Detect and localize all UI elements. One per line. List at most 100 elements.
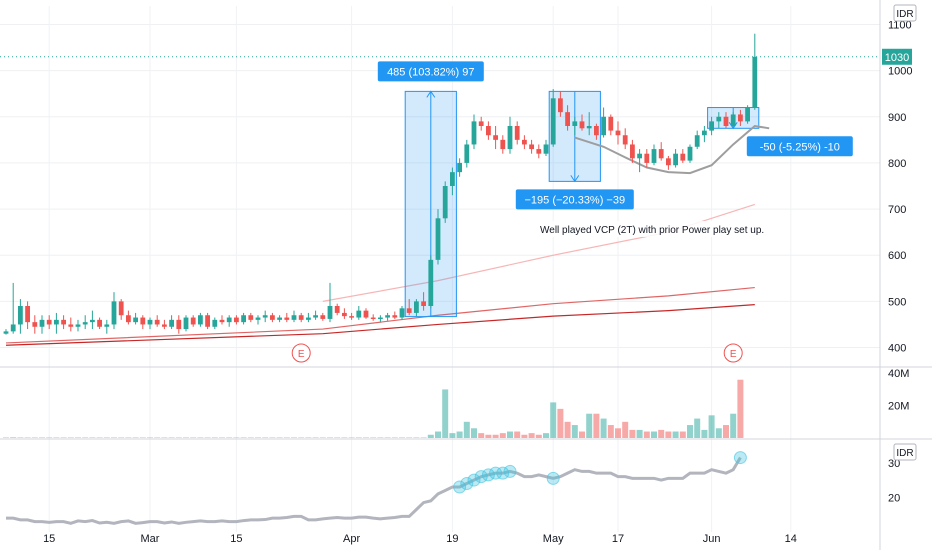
candle-body xyxy=(414,301,419,313)
volume-bar xyxy=(557,409,563,438)
candle-body xyxy=(695,135,700,147)
candle-body xyxy=(493,135,498,140)
moving-average-line xyxy=(323,204,755,301)
candle-body xyxy=(472,121,477,144)
candle-body xyxy=(601,117,606,135)
candle-body xyxy=(464,144,469,162)
x-tick-label: Apr xyxy=(343,533,360,545)
candle-body xyxy=(320,315,325,319)
candle-body xyxy=(724,117,729,126)
candle xyxy=(335,304,340,316)
candle-body xyxy=(378,318,383,320)
candle-body xyxy=(76,324,81,326)
candle xyxy=(270,313,275,322)
x-tick-label: Mar xyxy=(141,533,160,545)
volume-bar xyxy=(716,428,722,438)
volume-tick-label: 20M xyxy=(888,401,909,413)
candle-body xyxy=(644,154,649,163)
candle xyxy=(659,142,664,160)
candle-body xyxy=(565,112,570,126)
candle-body xyxy=(515,126,520,140)
candle-body xyxy=(443,186,448,218)
candle-body xyxy=(522,140,527,145)
volume-bar xyxy=(723,425,729,438)
price-tick-label: 400 xyxy=(888,343,906,355)
candle-body xyxy=(284,318,289,320)
candle xyxy=(371,314,376,320)
candle-body xyxy=(220,320,225,322)
candle-body xyxy=(385,315,390,317)
candle-body xyxy=(83,322,88,324)
volume-bar xyxy=(615,428,621,438)
candle-body xyxy=(299,315,304,320)
candle xyxy=(54,313,59,334)
candle xyxy=(32,315,37,333)
candle-body xyxy=(608,117,613,131)
price-tick-label: 600 xyxy=(888,250,906,262)
candle xyxy=(486,121,491,139)
volume-bar xyxy=(478,433,484,438)
candle-body xyxy=(342,313,347,316)
candle xyxy=(608,114,613,135)
candle xyxy=(68,318,73,332)
candle xyxy=(292,311,297,323)
candle-body xyxy=(90,320,95,322)
candle xyxy=(83,315,88,329)
candle xyxy=(695,131,700,149)
volume-bar xyxy=(435,432,441,438)
candle xyxy=(176,315,181,333)
indicator-highlight xyxy=(547,472,559,484)
candle xyxy=(205,313,210,329)
candle-body xyxy=(162,324,167,326)
candle-body xyxy=(40,320,45,327)
candle xyxy=(248,313,253,322)
price-tick-label: 900 xyxy=(888,112,906,124)
candle xyxy=(443,181,448,223)
volume-bar xyxy=(500,433,506,438)
candle-body xyxy=(328,306,333,319)
candle xyxy=(616,121,621,144)
earnings-label: E xyxy=(730,349,737,360)
candle-body xyxy=(112,301,117,324)
candle-body xyxy=(335,306,340,313)
candle-body xyxy=(421,301,426,306)
candle-body xyxy=(191,318,196,325)
volume-bar xyxy=(579,432,585,438)
candle-body xyxy=(270,315,275,320)
candle-body xyxy=(673,154,678,166)
candle-body xyxy=(126,315,131,322)
candle xyxy=(256,315,261,324)
candle xyxy=(522,135,527,149)
candle xyxy=(227,315,232,327)
volume-bar xyxy=(730,414,736,438)
candle xyxy=(536,144,541,158)
candle xyxy=(18,299,23,334)
candle-body xyxy=(450,172,455,186)
candle xyxy=(320,313,325,321)
candle xyxy=(119,299,124,320)
volume-bar xyxy=(464,422,470,438)
candle-body xyxy=(688,147,693,161)
indicator-line xyxy=(6,452,746,524)
volume-bar xyxy=(471,428,477,438)
candle-body xyxy=(680,154,685,161)
volume-bar xyxy=(601,419,607,438)
candle-body xyxy=(364,311,369,318)
candle-body xyxy=(133,318,138,323)
price-tick-label: 800 xyxy=(888,158,906,170)
candle-body xyxy=(104,324,109,326)
candle xyxy=(731,112,736,128)
candle xyxy=(90,311,95,329)
candle-body xyxy=(184,318,189,330)
candle-body xyxy=(11,324,16,331)
volume-bar xyxy=(644,432,650,438)
candle xyxy=(169,315,174,329)
candle-body xyxy=(666,158,671,165)
candle-body xyxy=(738,114,743,121)
volume-bar xyxy=(10,437,16,438)
candle xyxy=(644,149,649,167)
candle xyxy=(666,156,671,170)
candle xyxy=(306,313,311,322)
candle xyxy=(198,313,203,327)
